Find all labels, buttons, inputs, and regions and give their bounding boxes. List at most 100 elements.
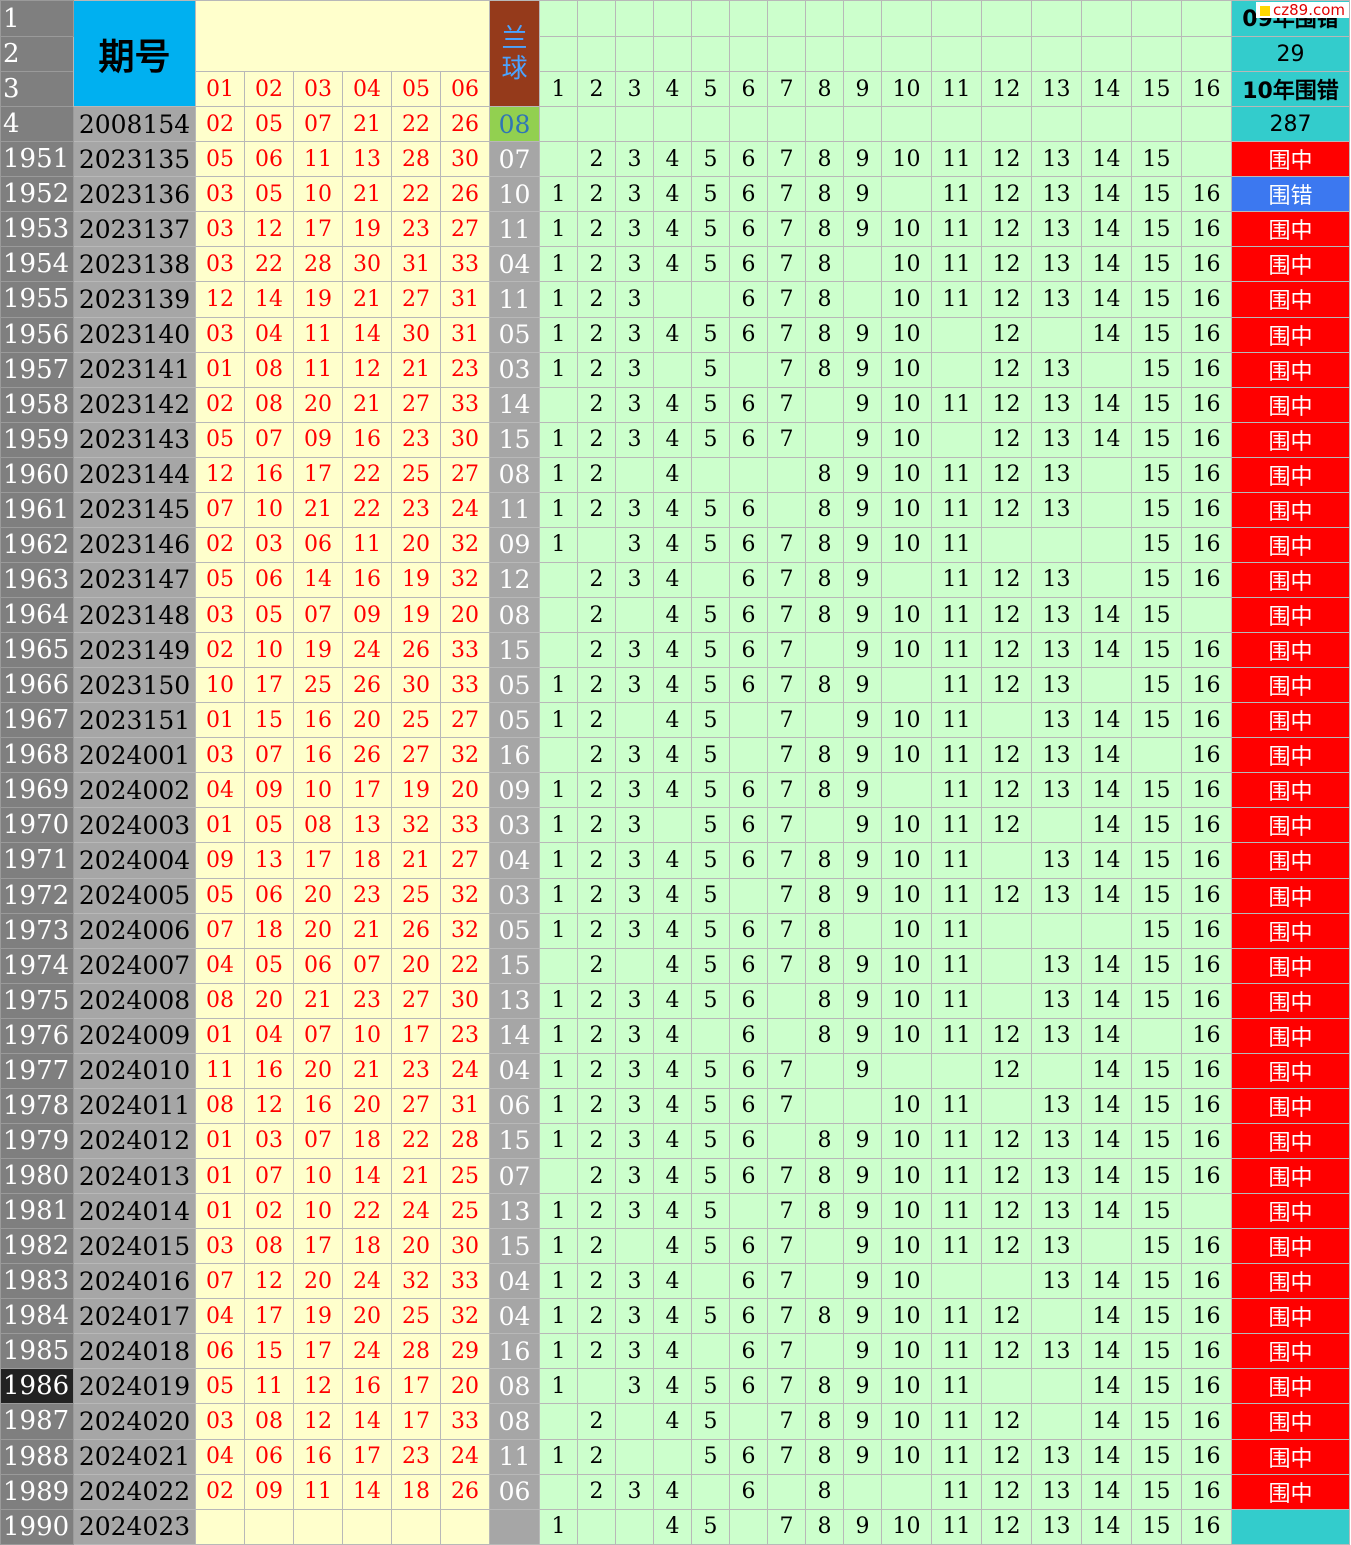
row-number[interactable]: 1980: [0, 1157, 74, 1195]
number-cell[interactable]: 14: [1081, 1263, 1132, 1300]
number-cell[interactable]: 7: [767, 1298, 806, 1335]
number-cell[interactable]: 1: [539, 1193, 578, 1230]
red-ball-cell[interactable]: 30: [391, 316, 441, 353]
red-ball-cell[interactable]: 24: [342, 632, 392, 669]
red-ball-cell[interactable]: 01: [195, 807, 245, 844]
issue-cell[interactable]: 2024019: [73, 1368, 196, 1405]
red-ball-cell[interactable]: 14: [244, 281, 294, 318]
row-number[interactable]: 1983: [0, 1263, 74, 1300]
red-ball-cell[interactable]: 23: [440, 1017, 490, 1054]
number-cell[interactable]: 2: [577, 632, 616, 669]
reference-red-ball[interactable]: 02: [195, 106, 245, 143]
number-cell[interactable]: 11: [931, 1473, 982, 1510]
red-ball-cell[interactable]: 15: [244, 1333, 294, 1370]
status-cell[interactable]: 围中: [1231, 1473, 1350, 1510]
red-ball-cell[interactable]: 12: [244, 1263, 294, 1300]
number-cell[interactable]: 9: [843, 1122, 882, 1160]
number-cell[interactable]: [729, 737, 768, 774]
number-cell[interactable]: 10: [881, 912, 932, 949]
red-ball-cell[interactable]: 24: [440, 1438, 490, 1475]
number-cell[interactable]: 12: [981, 211, 1032, 248]
red-ball-cell[interactable]: 23: [391, 1438, 441, 1475]
number-cell[interactable]: 15: [1131, 982, 1182, 1019]
number-cell[interactable]: 12: [981, 141, 1032, 178]
number-cell[interactable]: 12: [981, 386, 1032, 423]
row-number[interactable]: 1971: [0, 842, 74, 879]
number-cell[interactable]: 6: [729, 667, 768, 704]
red-ball-cell[interactable]: 32: [440, 561, 490, 599]
number-cell[interactable]: 16: [1181, 1368, 1232, 1405]
red-ball-cell[interactable]: 22: [342, 491, 392, 528]
row-number[interactable]: 1987: [0, 1403, 74, 1440]
red-ball-cell[interactable]: 29: [440, 1333, 490, 1370]
status-cell[interactable]: 围中: [1231, 737, 1350, 774]
red-ball-cell[interactable]: 04: [195, 947, 245, 984]
number-cell[interactable]: 16: [1181, 632, 1232, 669]
number-column-header[interactable]: 16: [1181, 71, 1232, 108]
issue-cell[interactable]: 2023138: [73, 246, 196, 283]
number-cell[interactable]: 4: [653, 1333, 692, 1370]
number-cell[interactable]: [1031, 1052, 1082, 1089]
number-cell[interactable]: [1081, 106, 1132, 143]
row-number[interactable]: 1967: [0, 702, 74, 739]
red-ball-cell[interactable]: 16: [293, 1438, 343, 1475]
red-column-header[interactable]: 05: [391, 71, 441, 108]
number-cell[interactable]: [1031, 1298, 1082, 1335]
number-cell[interactable]: 9: [843, 1157, 882, 1195]
number-cell[interactable]: [1081, 526, 1132, 563]
red-ball-cell[interactable]: 10: [195, 667, 245, 704]
number-cell[interactable]: 13: [1031, 947, 1082, 984]
blue-ball-cell[interactable]: 08: [489, 1368, 540, 1405]
status-cell[interactable]: 围中: [1231, 1052, 1350, 1089]
number-cell[interactable]: 14: [1081, 1333, 1132, 1370]
number-cell[interactable]: 15: [1131, 316, 1182, 353]
red-ball-cell[interactable]: 11: [293, 141, 343, 178]
red-ball-cell[interactable]: 05: [195, 141, 245, 178]
number-cell[interactable]: 6: [729, 1052, 768, 1089]
number-cell[interactable]: 5: [691, 386, 730, 423]
number-cell[interactable]: 16: [1181, 1333, 1232, 1370]
row-number[interactable]: 1979: [0, 1122, 74, 1160]
red-ball-cell[interactable]: 22: [391, 176, 441, 213]
red-ball-cell[interactable]: 25: [391, 702, 441, 739]
number-cell[interactable]: 10: [881, 246, 932, 283]
red-ball-cell[interactable]: 17: [244, 1298, 294, 1335]
row-number[interactable]: 1976: [0, 1017, 74, 1054]
number-cell[interactable]: 14: [1081, 1368, 1132, 1405]
red-ball-cell[interactable]: 25: [391, 877, 441, 914]
number-cell[interactable]: 9: [843, 1193, 882, 1230]
number-cell[interactable]: 12: [981, 246, 1032, 283]
number-cell[interactable]: 6: [729, 807, 768, 844]
issue-cell[interactable]: 2023139: [73, 281, 196, 318]
number-cell[interactable]: 8: [805, 176, 844, 213]
number-cell[interactable]: 12: [981, 1298, 1032, 1335]
issue-cell[interactable]: 2024015: [73, 1228, 196, 1265]
red-ball-cell[interactable]: 33: [440, 632, 490, 669]
number-cell[interactable]: 13: [1031, 1508, 1082, 1545]
red-ball-cell[interactable]: 20: [342, 1298, 392, 1335]
number-cell[interactable]: 15: [1131, 1228, 1182, 1265]
red-ball-cell[interactable]: 09: [244, 1473, 294, 1510]
number-cell[interactable]: [1131, 737, 1182, 774]
red-ball-cell[interactable]: 32: [440, 526, 490, 563]
number-cell[interactable]: 3: [615, 351, 654, 388]
number-cell[interactable]: 16: [1181, 1403, 1232, 1440]
number-cell[interactable]: 11: [931, 772, 982, 809]
red-ball-cell[interactable]: 03: [195, 176, 245, 213]
status-cell[interactable]: 围中: [1231, 316, 1350, 353]
number-cell[interactable]: 5: [691, 141, 730, 178]
red-ball-cell[interactable]: [293, 1508, 343, 1545]
number-cell[interactable]: 5: [691, 1052, 730, 1089]
number-cell[interactable]: 14: [1081, 1017, 1132, 1054]
red-ball-cell[interactable]: 17: [342, 772, 392, 809]
number-cell[interactable]: [653, 1438, 692, 1475]
issue-cell[interactable]: 2024013: [73, 1157, 196, 1195]
number-cell[interactable]: 12: [981, 176, 1032, 213]
red-ball-cell[interactable]: 03: [195, 246, 245, 283]
number-cell[interactable]: [691, 106, 730, 143]
number-cell[interactable]: 5: [691, 1228, 730, 1265]
number-cell[interactable]: [1181, 1193, 1232, 1230]
number-cell[interactable]: 15: [1131, 281, 1182, 318]
number-cell[interactable]: [539, 561, 578, 599]
number-cell[interactable]: 5: [691, 947, 730, 984]
